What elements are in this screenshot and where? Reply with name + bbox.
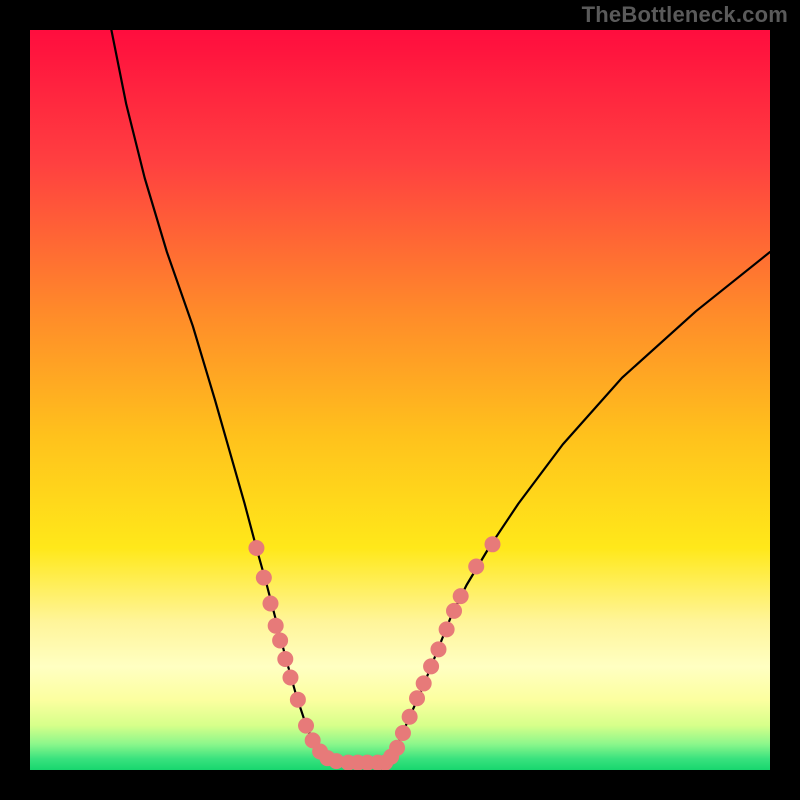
data-marker (282, 670, 298, 686)
chart-frame: TheBottleneck.com (0, 0, 800, 800)
data-marker (263, 596, 279, 612)
plot-bg (30, 30, 770, 770)
data-marker (423, 658, 439, 674)
data-marker (446, 603, 462, 619)
data-marker (453, 588, 469, 604)
data-marker (277, 651, 293, 667)
data-marker (416, 675, 432, 691)
data-marker (402, 709, 418, 725)
watermark-text: TheBottleneck.com (582, 2, 788, 28)
data-marker (430, 641, 446, 657)
bottleneck-chart-svg (0, 0, 800, 800)
data-marker (272, 633, 288, 649)
data-marker (298, 718, 314, 734)
data-marker (248, 540, 264, 556)
data-marker (485, 536, 501, 552)
data-marker (389, 740, 405, 756)
data-marker (256, 570, 272, 586)
data-marker (290, 692, 306, 708)
data-marker (395, 725, 411, 741)
data-marker (268, 618, 284, 634)
data-marker (409, 690, 425, 706)
data-marker (468, 559, 484, 575)
data-marker (439, 621, 455, 637)
